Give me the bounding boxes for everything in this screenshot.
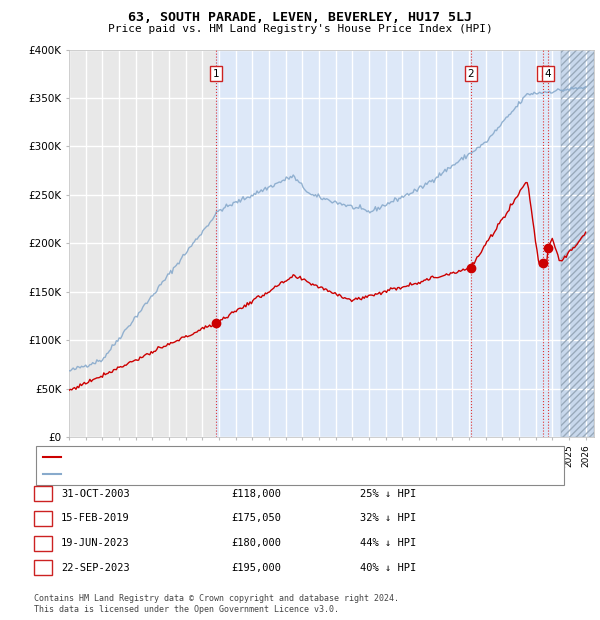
Text: 2: 2: [467, 69, 475, 79]
Text: 2: 2: [40, 513, 46, 523]
Text: 1: 1: [40, 489, 46, 498]
Text: 3: 3: [540, 69, 547, 79]
Text: Contains HM Land Registry data © Crown copyright and database right 2024.: Contains HM Land Registry data © Crown c…: [34, 594, 399, 603]
Text: 44% ↓ HPI: 44% ↓ HPI: [360, 538, 416, 548]
Text: 25% ↓ HPI: 25% ↓ HPI: [360, 489, 416, 498]
Text: Price paid vs. HM Land Registry's House Price Index (HPI): Price paid vs. HM Land Registry's House …: [107, 24, 493, 33]
Text: 15-FEB-2019: 15-FEB-2019: [61, 513, 130, 523]
Text: 1: 1: [213, 69, 220, 79]
Bar: [560, 50, 594, 437]
Bar: [216, 50, 560, 437]
Text: £195,000: £195,000: [231, 563, 281, 573]
Text: This data is licensed under the Open Government Licence v3.0.: This data is licensed under the Open Gov…: [34, 604, 339, 614]
Text: 63, SOUTH PARADE, LEVEN, BEVERLEY, HU17 5LJ: 63, SOUTH PARADE, LEVEN, BEVERLEY, HU17 …: [128, 11, 472, 24]
Text: £118,000: £118,000: [231, 489, 281, 498]
Text: 63, SOUTH PARADE, LEVEN, BEVERLEY, HU17 5LJ (detached house): 63, SOUTH PARADE, LEVEN, BEVERLEY, HU17 …: [67, 452, 420, 462]
Text: £180,000: £180,000: [231, 538, 281, 548]
Text: 4: 4: [544, 69, 551, 79]
Text: 32% ↓ HPI: 32% ↓ HPI: [360, 513, 416, 523]
Text: 3: 3: [40, 538, 46, 548]
Text: 31-OCT-2003: 31-OCT-2003: [61, 489, 130, 498]
Text: 4: 4: [40, 563, 46, 573]
Text: £175,050: £175,050: [231, 513, 281, 523]
Text: 40% ↓ HPI: 40% ↓ HPI: [360, 563, 416, 573]
Text: 19-JUN-2023: 19-JUN-2023: [61, 538, 130, 548]
Bar: [560, 50, 594, 437]
Text: HPI: Average price, detached house, East Riding of Yorkshire: HPI: Average price, detached house, East…: [67, 469, 420, 479]
Text: 22-SEP-2023: 22-SEP-2023: [61, 563, 130, 573]
